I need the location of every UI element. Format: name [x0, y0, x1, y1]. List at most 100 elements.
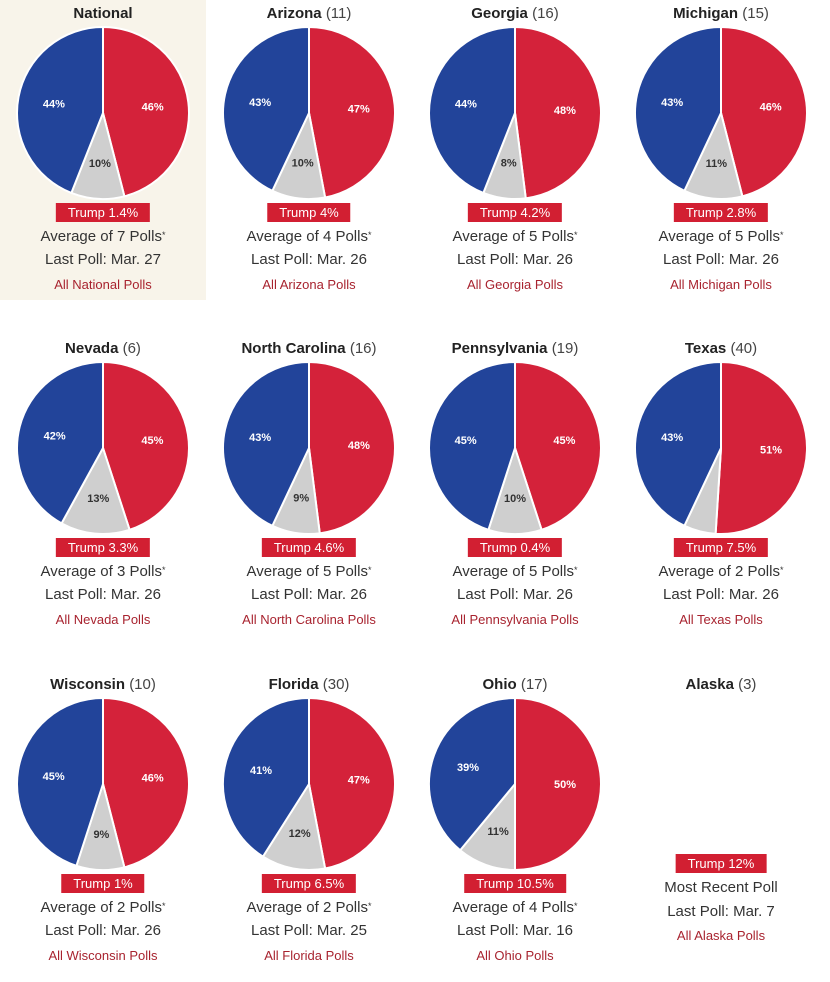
- poll-average: Average of 5 Polls*: [412, 227, 618, 247]
- pie-chart: 45% 10% 45%: [428, 360, 602, 535]
- leader-badge: Trump 4.2%: [467, 203, 563, 222]
- card-title: National: [0, 4, 206, 24]
- pie-chart: 51% 43%: [633, 360, 808, 535]
- dem-label: 45%: [455, 435, 477, 447]
- rep-label: 45%: [141, 435, 163, 447]
- electoral-votes: (16): [532, 5, 559, 22]
- rep-label: 46%: [142, 102, 164, 114]
- rep-slice: [102, 696, 191, 869]
- leader-badge: Trump 1%: [61, 874, 145, 893]
- average-footnote-mark: *: [367, 901, 372, 911]
- all-polls-link[interactable]: All Nevada Polls: [55, 612, 151, 627]
- pie-chart: 48% 9% 43%: [221, 360, 396, 535]
- all-polls-link[interactable]: All Alaska Polls: [676, 928, 766, 943]
- other-label: 10%: [504, 493, 526, 505]
- poll-average: Average of 2 Polls*: [618, 562, 824, 582]
- other-label: 9%: [293, 492, 309, 504]
- all-polls-link[interactable]: All Arizona Polls: [262, 277, 356, 292]
- dem-label: 43%: [249, 97, 271, 109]
- card-title: North Carolina (16): [206, 339, 412, 359]
- all-polls-link[interactable]: All Pennsylvania Polls: [451, 612, 579, 627]
- electoral-votes: (17): [520, 676, 548, 693]
- other-label: 9%: [93, 829, 109, 841]
- last-poll-date: Last Poll: Mar. 26: [251, 586, 367, 603]
- poll-average: Average of 3 Polls*: [0, 562, 206, 582]
- average-footnote-mark: *: [779, 230, 784, 240]
- electoral-votes: (15): [742, 5, 769, 22]
- dem-slice: [428, 25, 516, 195]
- last-poll-date: Last Poll: Mar. 26: [45, 922, 161, 939]
- poll-card: Wisconsin (10) 46% 9% 45% Trump 1% Average of…: [0, 671, 206, 971]
- rep-label: 48%: [348, 440, 370, 452]
- rep-slice: [308, 25, 396, 199]
- last-poll-date: Last Poll: Mar. 26: [663, 586, 779, 603]
- average-footnote-mark: *: [161, 230, 166, 240]
- state-name: Michigan: [673, 5, 739, 22]
- all-polls-link[interactable]: All Georgia Polls: [466, 277, 564, 292]
- all-polls-link[interactable]: All Michigan Polls: [670, 277, 772, 292]
- poll-average: Average of 4 Polls*: [412, 898, 618, 918]
- card-title: Arizona (11): [206, 4, 412, 24]
- poll-average-text: Average of 3 Polls: [40, 563, 162, 580]
- poll-average-text: Average of 4 Polls: [452, 899, 574, 916]
- other-label: 11%: [487, 826, 509, 838]
- all-polls-link[interactable]: All Ohio Polls: [476, 948, 554, 963]
- dem-label: 45%: [43, 771, 65, 783]
- poll-average-text: Average of 2 Polls: [40, 899, 162, 916]
- poll-average: Average of 2 Polls*: [206, 898, 412, 918]
- leader-badge: Trump 4.6%: [261, 538, 357, 557]
- rep-label: 47%: [348, 774, 370, 786]
- last-poll-date: Last Poll: Mar. 7: [667, 903, 775, 920]
- all-polls-link[interactable]: All North Carolina Polls: [242, 612, 376, 627]
- dem-label: 39%: [457, 762, 479, 774]
- all-polls-link[interactable]: All Texas Polls: [679, 612, 763, 627]
- poll-average-text: Average of 4 Polls: [246, 228, 368, 245]
- last-poll-date: Last Poll: Mar. 26: [45, 586, 161, 603]
- leader-badge: Trump 6.5%: [261, 874, 357, 893]
- other-label: 8%: [501, 158, 517, 170]
- rep-label: 47%: [348, 103, 370, 115]
- poll-average: Average of 5 Polls*: [206, 562, 412, 582]
- rep-slice: [514, 360, 602, 532]
- dem-slice: [16, 696, 104, 868]
- last-poll-date: Last Poll: Mar. 16: [457, 922, 573, 939]
- dem-label: 43%: [249, 432, 271, 444]
- other-label: 13%: [87, 493, 109, 505]
- electoral-votes: (16): [349, 340, 377, 357]
- rep-label: 46%: [760, 102, 782, 114]
- last-poll-date: Last Poll: Mar. 26: [663, 251, 779, 268]
- poll-card: Alaska (3) Trump 12% Most Recent Poll Last …: [618, 671, 824, 971]
- poll-average: Average of 5 Polls*: [618, 227, 824, 247]
- card-title: Florida (30): [206, 675, 412, 695]
- pie-chart: 46% 11% 43%: [633, 25, 809, 201]
- state-name: Georgia: [471, 5, 528, 22]
- poll-average: Average of 2 Polls*: [0, 898, 206, 918]
- rep-label: 48%: [554, 105, 576, 117]
- average-footnote-mark: *: [573, 230, 578, 240]
- all-polls-link[interactable]: All National Polls: [54, 277, 152, 292]
- dem-label: 43%: [661, 97, 683, 109]
- leader-badge: Trump 3.3%: [55, 538, 151, 557]
- poll-average: Average of 7 Polls*: [0, 227, 206, 247]
- other-label: 10%: [292, 158, 314, 170]
- dem-label: 44%: [43, 99, 65, 111]
- electoral-votes: (6): [122, 340, 141, 357]
- poll-average-text: Average of 2 Polls: [246, 899, 368, 916]
- all-polls-link[interactable]: All Wisconsin Polls: [48, 948, 158, 963]
- dem-slice: [633, 25, 722, 193]
- poll-card: Pennsylvania (19) 45% 10% 45% Trump 0.4% Aver…: [412, 335, 618, 635]
- dem-slice: [222, 696, 310, 858]
- other-label: 11%: [706, 158, 728, 170]
- card-title: Ohio (17): [412, 675, 618, 695]
- all-polls-link[interactable]: All Florida Polls: [264, 948, 354, 963]
- dem-label: 41%: [250, 765, 272, 777]
- poll-card: Florida (30) 47% 12% 41% Trump 6.5% Average o…: [206, 671, 412, 971]
- card-title: Michigan (15): [618, 4, 824, 24]
- dem-slice: [16, 360, 104, 525]
- last-poll-date: Last Poll: Mar. 26: [457, 586, 573, 603]
- electoral-votes: (10): [129, 676, 156, 693]
- dem-label: 43%: [661, 432, 683, 444]
- other-label: 12%: [289, 828, 311, 840]
- card-title: Georgia (16): [412, 4, 618, 24]
